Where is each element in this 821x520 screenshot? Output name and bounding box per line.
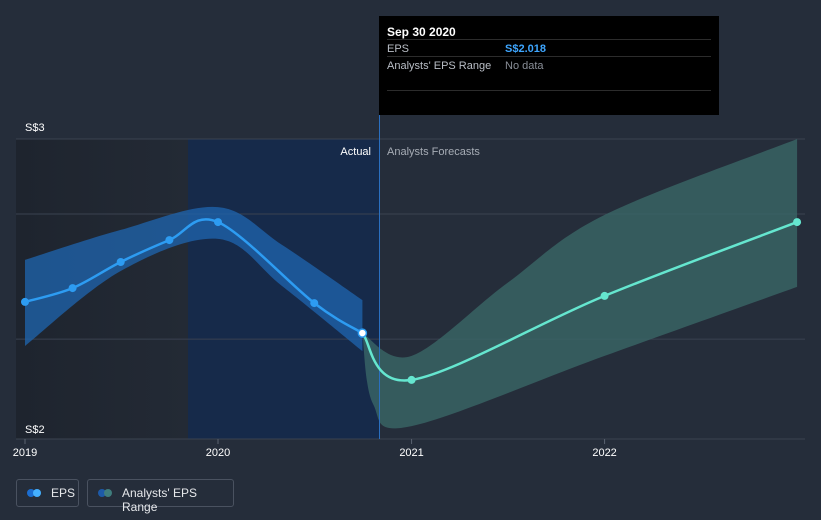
x-tick-labels: 2019 2020 2021 2022	[13, 439, 617, 459]
eps-range-bands	[25, 139, 798, 429]
tooltip-eps-label: EPS	[387, 43, 410, 55]
eps-points	[20, 218, 802, 384]
forecast-eps-range-band	[362, 139, 798, 429]
legend-range-toggle[interactable]: Analysts' EPS Range	[87, 479, 234, 514]
eps-forecast-line	[361, 220, 799, 382]
tooltip-range-row: Analysts' EPS Range No data	[387, 56, 711, 74]
x-tick-label: 2019	[13, 447, 37, 459]
x-tick-label: 2020	[206, 447, 230, 459]
hover-tooltip: Sep 30 2020 EPS S$2.018 Analysts' EPS Ra…	[379, 16, 719, 115]
legend-eps-toggle[interactable]: EPS	[16, 479, 79, 507]
eps-forecast-point[interactable]	[793, 218, 802, 227]
tooltip-range-label: Analysts' EPS Range	[387, 60, 492, 72]
eps-actual-point[interactable]	[214, 218, 223, 227]
eps-actual-point[interactable]	[310, 299, 319, 308]
x-tick-label: 2021	[399, 447, 423, 459]
y-tick-labels: S$3 S$2	[25, 122, 45, 436]
eps-forecast-point[interactable]	[407, 375, 416, 384]
eps-actual-point[interactable]	[68, 284, 77, 293]
region-label-actual: Actual	[340, 146, 371, 158]
eps-actual-point[interactable]	[165, 236, 174, 245]
eps-legend-icon	[27, 489, 43, 497]
actual-eps-range-band	[25, 206, 363, 352]
eps-actual-point[interactable]	[20, 297, 29, 306]
eps-forecast-point[interactable]	[600, 291, 609, 300]
x-tick-label: 2022	[592, 447, 616, 459]
y-tick-label: S$3	[25, 122, 45, 134]
actual-region	[188, 139, 379, 439]
eps-point-current[interactable]	[357, 328, 368, 338]
range-legend-icon	[98, 489, 114, 497]
tooltip-eps-row: EPS S$2.018	[387, 39, 711, 57]
tooltip-date: Sep 30 2020	[387, 25, 456, 39]
tooltip-eps-value: S$2.018	[505, 43, 546, 55]
tooltip-divider	[387, 90, 711, 92]
y-tick-label: S$2	[25, 424, 45, 436]
tooltip-range-value: No data	[505, 60, 544, 72]
region-label-forecast: Analysts Forecasts	[387, 146, 480, 158]
legend-range-label: Analysts' EPS Range	[122, 486, 197, 514]
legend-eps-label: EPS	[51, 486, 76, 500]
eps-actual-point[interactable]	[116, 258, 125, 266]
